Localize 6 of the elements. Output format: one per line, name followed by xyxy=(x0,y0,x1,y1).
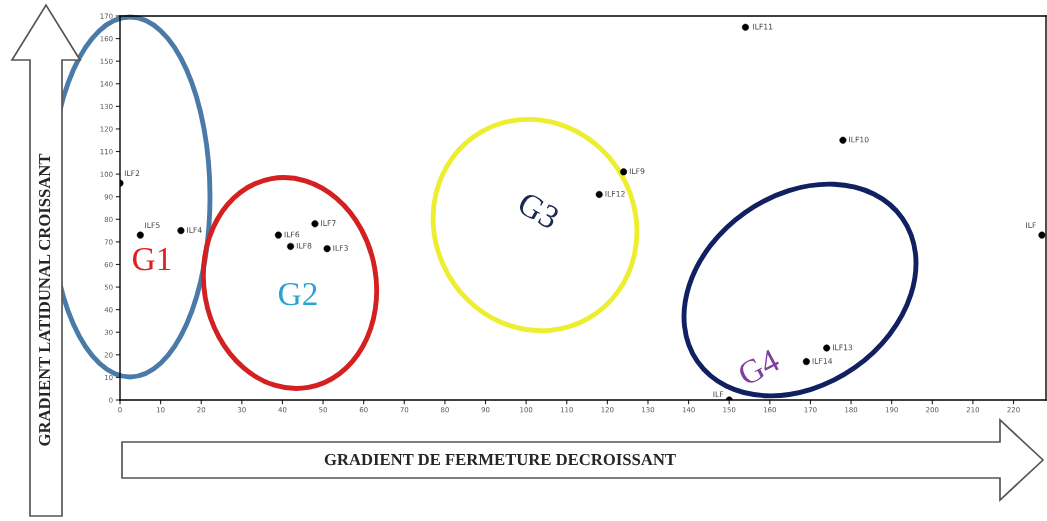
y-axis-title: GRADIENT LATIDUNAL CROISSANT xyxy=(38,153,51,446)
annotation: G4 xyxy=(736,348,782,387)
annotation: G3 xyxy=(516,191,561,230)
x-axis-title: GRADIENT DE FERMETURE DECROISSANT xyxy=(324,453,676,466)
annotation: G1 xyxy=(133,247,171,271)
annotation: G2 xyxy=(279,282,317,306)
